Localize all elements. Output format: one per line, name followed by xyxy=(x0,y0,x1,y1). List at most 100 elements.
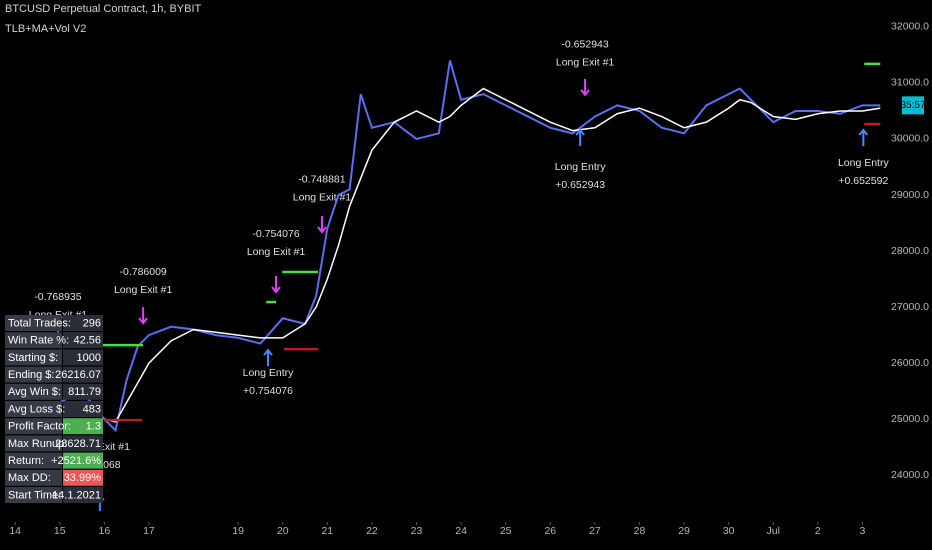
x-tick-label: 16 xyxy=(99,525,111,537)
y-tick-label: 29000.0 xyxy=(891,189,929,201)
y-tick-label: 30000.0 xyxy=(891,133,929,145)
stat-label: Total Trades: xyxy=(8,317,71,329)
y-tick-label: 24000.0 xyxy=(891,469,929,481)
exit-arrow xyxy=(138,307,148,325)
trade-label: -0.748881 xyxy=(298,174,345,186)
trade-label: -0.652943 xyxy=(561,39,608,51)
entry-arrow xyxy=(575,128,585,146)
stat-value-cell xyxy=(63,366,103,383)
stat-value: 28628.71 xyxy=(55,438,101,450)
exit-arrow xyxy=(317,216,327,234)
y-tick-label: 26000.0 xyxy=(891,357,929,369)
stat-value: 33.99% xyxy=(64,472,102,484)
stat-value-cell xyxy=(63,349,103,366)
stat-value: 1.3 xyxy=(86,421,101,433)
stat-value: 14.1.2021 xyxy=(52,489,101,501)
trade-label: +0.754076 xyxy=(243,385,293,397)
stat-value-cell xyxy=(63,487,103,503)
stat-label: Avg Win $: xyxy=(8,386,61,398)
exit-arrow xyxy=(580,78,590,97)
stat-label: Ending $: xyxy=(8,369,54,381)
trade-label: +0.652592 xyxy=(838,175,888,187)
stat-label-cell xyxy=(5,366,62,383)
trade-label: Long Entry xyxy=(243,367,295,379)
stat-value: 811.79 xyxy=(68,386,101,398)
x-tick-label: 29 xyxy=(678,525,690,537)
trade-label: Long Exit #1 xyxy=(114,284,173,296)
stat-value: +2521.6% xyxy=(51,455,101,467)
stat-label-cell xyxy=(5,469,62,486)
price-line xyxy=(59,60,881,433)
stat-label-cell xyxy=(5,349,62,366)
x-tick-label: 23 xyxy=(411,525,423,537)
stat-value: 1000 xyxy=(77,352,101,364)
x-tick-label: 15 xyxy=(54,525,66,537)
stat-value: 42.56 xyxy=(73,335,101,347)
trade-label: Long Exit #1 xyxy=(293,192,352,204)
y-tick-label: 31000.0 xyxy=(891,77,929,89)
trade-label: Long Entry xyxy=(838,157,890,169)
stat-label: Avg Loss $: xyxy=(8,403,65,415)
ma-line xyxy=(104,87,881,423)
stat-label: Max DD: xyxy=(8,472,51,484)
stat-value-cell xyxy=(63,332,103,349)
stat-value-cell xyxy=(63,418,103,435)
x-tick-label: Jul xyxy=(767,525,780,537)
x-tick-label: 22 xyxy=(366,525,378,537)
x-tick-label: 14 xyxy=(9,525,21,537)
stat-label-cell xyxy=(5,435,62,452)
stat-value-cell xyxy=(63,469,103,486)
trade-label: -0.768935 xyxy=(34,291,81,303)
trade-label: Long Entry xyxy=(555,161,607,173)
trade-label: -0.754076 xyxy=(252,228,299,240)
x-tick-label: 19 xyxy=(232,525,244,537)
price-tag-box xyxy=(902,96,924,115)
exit-arrow xyxy=(271,276,281,294)
x-tick-label: 28 xyxy=(634,525,646,537)
stat-label-cell xyxy=(5,315,62,331)
trade-label: Long Exit #1 xyxy=(247,246,306,258)
x-tick-label: 30 xyxy=(723,525,735,537)
x-tick-label: 17 xyxy=(143,525,155,537)
stat-value-cell xyxy=(63,452,103,469)
stat-value-cell xyxy=(63,435,103,452)
x-tick-label: 24 xyxy=(455,525,467,537)
x-tick-label: 3 xyxy=(860,525,866,537)
y-tick-label: 27000.0 xyxy=(891,301,929,313)
x-tick-label: 25 xyxy=(500,525,512,537)
chart-subtitle: TLB+MA+Vol V2 xyxy=(5,23,86,35)
stat-label-cell xyxy=(5,418,62,435)
stat-label-cell xyxy=(5,332,62,349)
entry-arrow xyxy=(263,348,273,367)
trade-label: Long Exit #1 xyxy=(556,57,615,69)
stat-label: Max Runup: xyxy=(8,438,67,450)
trade-label: -0.786009 xyxy=(119,266,166,278)
trade-label: +0.652943 xyxy=(555,179,605,191)
stat-value-cell xyxy=(63,401,103,417)
stat-label: Profit Factor: xyxy=(8,421,71,433)
y-tick-label: 28000.0 xyxy=(891,245,929,257)
stat-value: 483 xyxy=(83,403,101,415)
y-tick-label: 32000.0 xyxy=(891,21,929,33)
stat-label: Starting $: xyxy=(8,352,58,364)
stat-label: Win Rate %: xyxy=(8,335,69,347)
x-tick-label: 2 xyxy=(815,525,821,537)
stat-value-cell xyxy=(63,315,103,331)
stat-label: Return: xyxy=(8,455,44,467)
entry-arrow xyxy=(858,128,869,146)
stat-label-cell xyxy=(5,487,62,503)
stat-label-cell xyxy=(5,452,62,469)
y-tick-label: 25000.0 xyxy=(891,413,929,425)
x-tick-label: 27 xyxy=(589,525,601,537)
x-tick-label: 26 xyxy=(544,525,556,537)
chart-title: BTCUSD Perpetual Contract, 1h, BYBIT xyxy=(5,3,202,15)
stat-value: 26216.07 xyxy=(55,369,101,381)
stat-value-cell xyxy=(63,383,103,400)
stat-label-cell xyxy=(5,383,62,400)
price-tag: 35:57 xyxy=(900,100,925,111)
x-tick-label: 20 xyxy=(277,525,289,537)
stat-label: Start Time: xyxy=(8,489,61,501)
x-tick-label: 21 xyxy=(321,525,333,537)
